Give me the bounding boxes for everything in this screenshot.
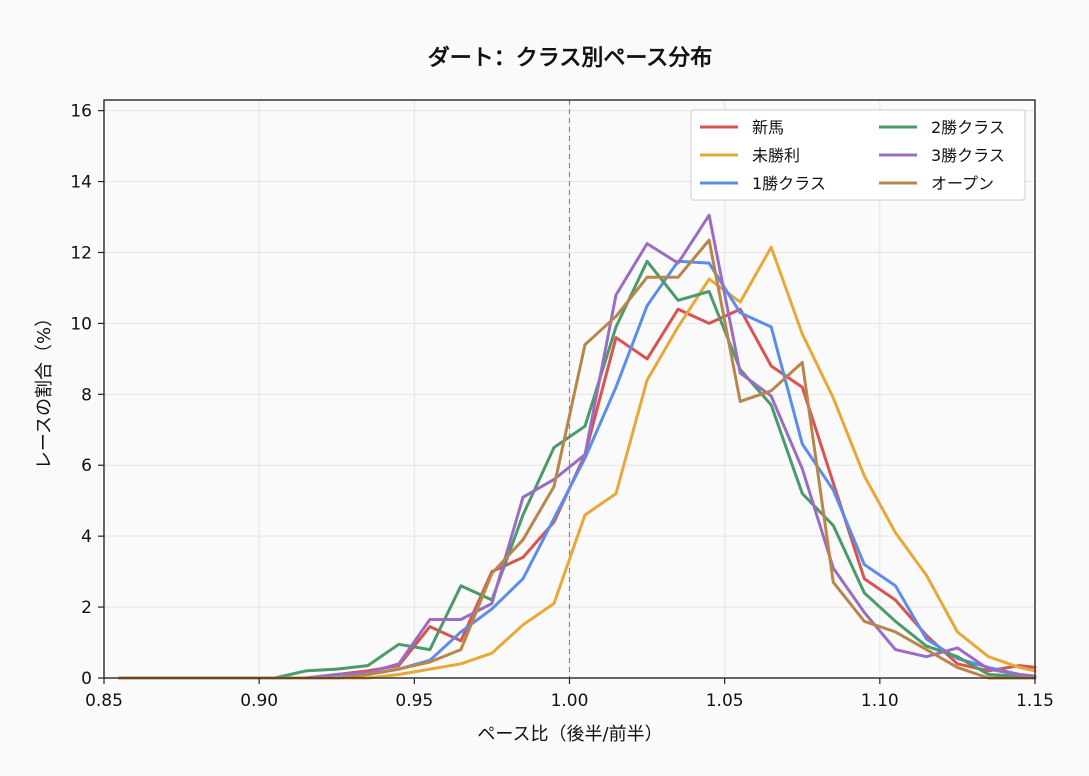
y-tick-label: 16	[70, 102, 92, 122]
x-tick-label: 1.00	[551, 691, 589, 711]
legend-label: 1勝クラス	[752, 174, 826, 193]
y-tick-label: 2	[81, 598, 92, 618]
x-tick-label: 1.15	[1016, 691, 1054, 711]
x-tick-label: 0.95	[395, 691, 433, 711]
x-tick-label: 0.85	[85, 691, 123, 711]
y-tick-label: 12	[70, 243, 92, 263]
y-tick-label: 6	[81, 456, 92, 476]
x-tick-label: 1.05	[706, 691, 744, 711]
legend-label: 3勝クラス	[931, 146, 1005, 165]
x-tick-label: 0.90	[240, 691, 278, 711]
legend-box	[690, 109, 1026, 201]
y-tick-label: 0	[81, 669, 92, 689]
legend-label: 2勝クラス	[931, 118, 1005, 137]
y-tick-label: 4	[81, 527, 92, 547]
legend-label: 未勝利	[752, 146, 800, 165]
chart-title: ダート：クラス別ペース分布	[428, 45, 712, 71]
y-tick-label: 14	[70, 173, 92, 193]
legend-label: 新馬	[752, 118, 784, 137]
y-axis-label: レースの割合（%）	[34, 309, 55, 469]
axis-ticks: 0.85 0.90 0.95 1.00 1.05 1.10 1.15 0 2 4 6 8 10 12 14 1…	[70, 102, 1054, 711]
y-tick-label: 8	[81, 385, 92, 405]
legend-label: オープン	[931, 174, 994, 193]
y-tick-label: 10	[70, 314, 92, 334]
x-tick-label: 1.10	[861, 691, 899, 711]
x-axis-label: ペース比（後半/前半）	[477, 724, 662, 745]
